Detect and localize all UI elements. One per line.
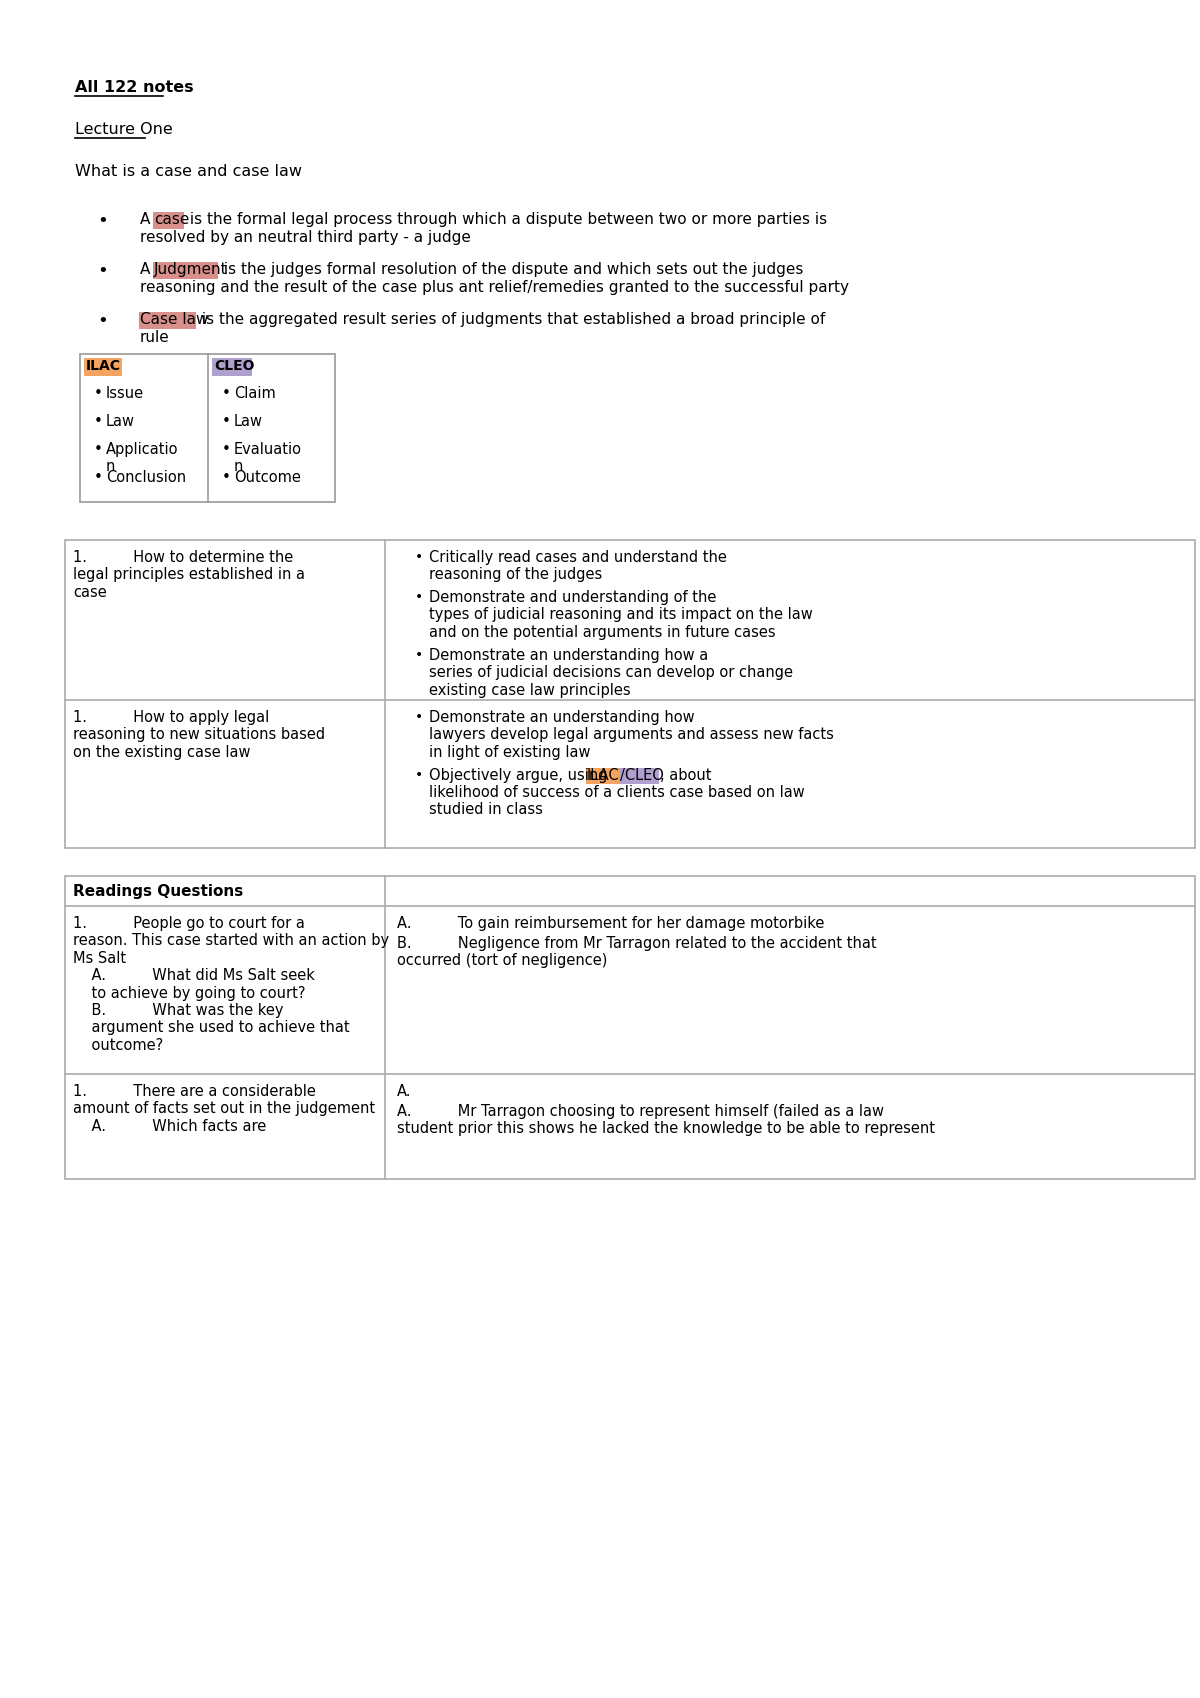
Text: Claim: Claim [234,385,276,401]
Text: A.          To gain reimbursement for her damage motorbike: A. To gain reimbursement for her damage … [397,915,824,931]
Text: •: • [415,710,424,723]
Text: •: • [94,385,103,401]
FancyBboxPatch shape [586,767,619,784]
Text: •: • [97,261,108,280]
Text: likelihood of success of a clients case based on law
studied in class: likelihood of success of a clients case … [430,784,805,817]
Text: /CLEO: /CLEO [620,767,664,783]
FancyBboxPatch shape [154,212,184,229]
Text: What is a case and case law: What is a case and case law [74,165,302,178]
Text: Outcome: Outcome [234,470,301,486]
Text: rule: rule [140,329,169,345]
Text: is the aggregated result series of judgments that established a broad principle : is the aggregated result series of judgm… [197,312,826,328]
Text: Conclusion: Conclusion [106,470,186,486]
Text: •: • [222,385,230,401]
Text: B.          Negligence from Mr Tarragon related to the accident that
occurred (t: B. Negligence from Mr Tarragon related t… [397,936,877,968]
Text: •: • [415,550,424,564]
Text: 1.          People go to court for a
reason. This case started with an action by: 1. People go to court for a reason. This… [73,915,389,1053]
FancyBboxPatch shape [65,876,1195,1178]
Text: CLEO: CLEO [214,358,254,374]
Text: •: • [415,649,424,662]
Text: ILAC: ILAC [587,767,619,783]
Text: , about: , about [660,767,712,783]
Text: Lecture One: Lecture One [74,122,173,138]
FancyBboxPatch shape [139,312,196,329]
Text: Judgment: Judgment [154,261,228,277]
FancyBboxPatch shape [84,358,122,375]
Text: is the judges formal resolution of the dispute and which sets out the judges: is the judges formal resolution of the d… [220,261,803,277]
Text: Objectively argue, using: Objectively argue, using [430,767,612,783]
Text: Issue: Issue [106,385,144,401]
Text: •: • [94,441,103,457]
Text: 1.          How to apply legal
reasoning to new situations based
on the existing: 1. How to apply legal reasoning to new s… [73,710,325,759]
Text: ILAC: ILAC [86,358,121,374]
Text: Applicatio
n: Applicatio n [106,441,179,474]
Text: A: A [140,212,155,228]
FancyBboxPatch shape [65,540,1195,847]
Text: •: • [94,470,103,486]
FancyBboxPatch shape [154,261,218,278]
Text: •: • [97,212,108,229]
Text: Demonstrate an understanding how a
series of judicial decisions can develop or c: Demonstrate an understanding how a serie… [430,649,793,698]
Text: Case law: Case law [140,312,209,328]
Text: Critically read cases and understand the
reasoning of the judges: Critically read cases and understand the… [430,550,727,582]
Text: 1.          There are a considerable
amount of facts set out in the judgement
  : 1. There are a considerable amount of fa… [73,1083,376,1134]
Text: reasoning and the result of the case plus ant relief/remedies granted to the suc: reasoning and the result of the case plu… [140,280,850,295]
Text: resolved by an neutral third party - a judge: resolved by an neutral third party - a j… [140,229,470,245]
Text: A: A [140,261,155,277]
Text: •: • [222,470,230,486]
Text: 1.          How to determine the
legal principles established in a
case: 1. How to determine the legal principles… [73,550,305,599]
Text: •: • [415,767,424,783]
Text: •: • [222,414,230,430]
Text: Law: Law [234,414,263,430]
Text: Readings Questions: Readings Questions [73,885,244,898]
Text: All 122 notes: All 122 notes [74,80,193,95]
Text: Demonstrate and understanding of the
types of judicial reasoning and its impact : Demonstrate and understanding of the typ… [430,589,812,640]
FancyBboxPatch shape [80,353,335,503]
FancyBboxPatch shape [619,767,659,784]
Text: A.          Mr Tarragon choosing to represent himself (failed as a law
student p: A. Mr Tarragon choosing to represent him… [397,1104,935,1136]
Text: Evaluatio
n: Evaluatio n [234,441,302,474]
Text: Law: Law [106,414,134,430]
Text: •: • [97,312,108,329]
Text: case: case [154,212,190,228]
Text: A.: A. [397,1083,412,1099]
Text: Demonstrate an understanding how
lawyers develop legal arguments and assess new : Demonstrate an understanding how lawyers… [430,710,834,759]
Text: •: • [415,589,424,604]
Text: •: • [222,441,230,457]
Text: is the formal legal process through which a dispute between two or more parties : is the formal legal process through whic… [185,212,827,228]
FancyBboxPatch shape [212,358,252,375]
Text: •: • [94,414,103,430]
